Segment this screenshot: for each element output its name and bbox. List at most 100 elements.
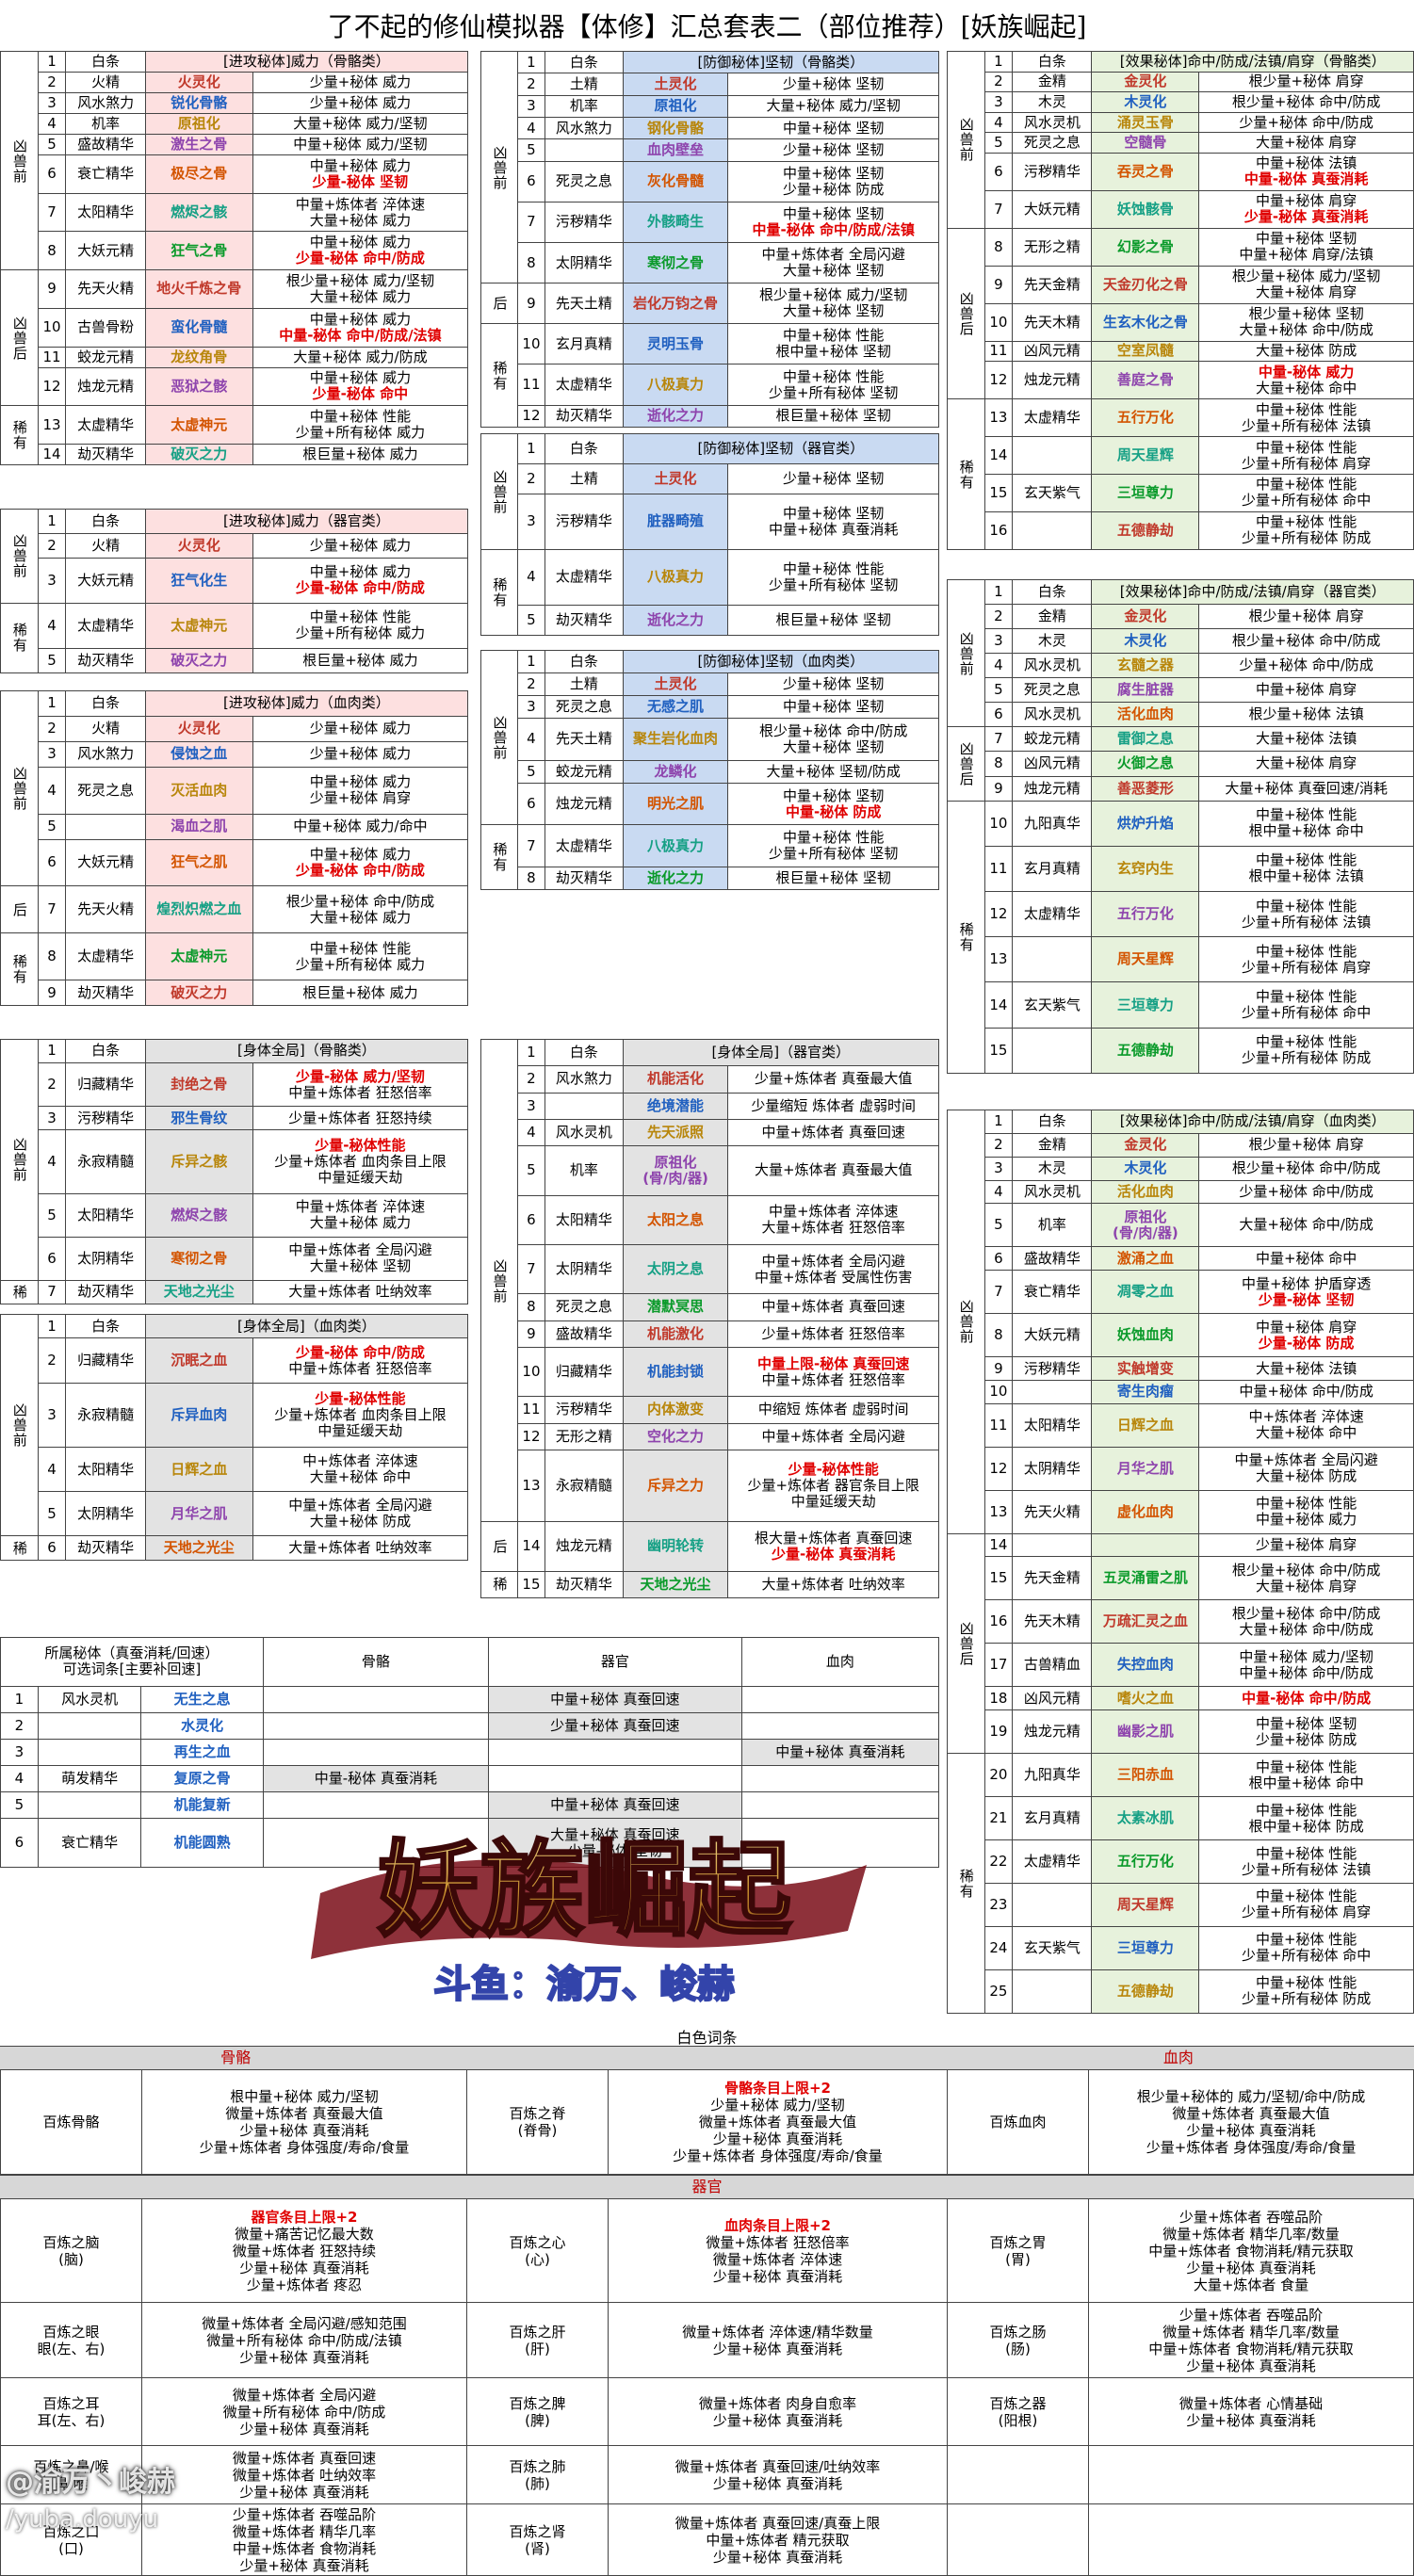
table-row: 6 风水灵机 活化血肉 根少量+秘体 法镇 xyxy=(948,702,1414,728)
table-row: 后 14 烛龙元精 幽明轮转 根大量+炼体者 真蚕回速 少量-秘体 真蚕消耗 xyxy=(480,1521,939,1572)
entry-effect: 少量+秘体 坚韧 xyxy=(727,73,939,96)
item-name: 百炼之脑 (脑) xyxy=(0,2198,142,2303)
entry-name: 太阴之息 xyxy=(622,1243,729,1295)
row-number: 9 xyxy=(983,775,1014,802)
table-blue: 凶兽前 1 白条 [防御秘体]坚韧（骨骼类） 2 土精 土灵化 少量+秘体 坚韧 3 机率 原祖化大… xyxy=(480,50,940,429)
table-blue: 凶兽前 1 白条 [防御秘体]坚韧（血肉类） 2 土精 土灵化 少量+秘体 坚韧 3 死灵之息 无感… xyxy=(480,649,940,891)
group-label: 凶兽前 xyxy=(480,1038,518,1523)
entry-effect: 中量+秘体 性能 少量+所有秘体 防成 xyxy=(1198,1968,1414,2015)
material-name: 先天火精 xyxy=(1012,1489,1093,1534)
material-name: 劫灭精华 xyxy=(544,866,624,891)
table-row: 5 血肉壁垒 少量+秘体 坚韧 xyxy=(481,138,939,162)
material-name: 烛龙元精 xyxy=(1012,1709,1093,1755)
table-row: 3 风水煞力 侵蚀之血 少量+秘体 威力 xyxy=(1,740,469,768)
table-row: 4 萌发精华 复原之骨 中量-秘体 真蚕消耗 xyxy=(0,1764,940,1793)
item-name: 百炼之肠 (肠) xyxy=(947,2302,1089,2378)
material-name: 太虚精华 xyxy=(544,824,624,867)
row-number: 25 xyxy=(983,1968,1014,2015)
entry-name: 五灵涌雷之肌 xyxy=(1091,1556,1200,1601)
row-number: 21 xyxy=(983,1796,1014,1841)
row-number: 2 xyxy=(983,604,1014,630)
table-row: 3 死灵之息 无感之肌 中量+秘体 坚韧 xyxy=(481,695,939,720)
row-number: 8 xyxy=(983,1313,1014,1358)
table-row: 2 归藏精华 沉眠之血 少量-秘体 命中/防成 中量+炼体者 狂怒倍率 xyxy=(1,1337,469,1384)
table-row: 16 先天木精 万疏汇灵之血 根少量+秘体 命中/防成 大量+秘体 命中/防成 xyxy=(948,1599,1414,1644)
entry-effect: 中量+秘体 护盾穿透 少量-秘体 坚韧 xyxy=(1198,1270,1414,1315)
entry-effect: 中量+秘体 命中 xyxy=(1198,1246,1414,1272)
row-number: 14 xyxy=(983,1532,1014,1558)
table-row: 5 渴血之肌 中量+秘体 威力/命中 xyxy=(1,813,469,840)
material-name: 劫灭精华 xyxy=(65,443,146,466)
material-name: 先天金精 xyxy=(1012,1556,1093,1601)
material-name: 太阴精华 xyxy=(65,1236,146,1281)
entry-effect: 中量+秘体 性能 少量+所有秘体 防成 xyxy=(1198,510,1414,551)
table-row: 5 盛故精华 激生之骨 中量+秘体 威力/坚韧 xyxy=(1,134,469,155)
table-row: 后 7 先天火精 煌烈炽燃之血 根少量+秘体 命中/防成 大量+秘体 威力 xyxy=(0,885,469,934)
entry-name: 太虚神元 xyxy=(144,602,253,650)
table-row: 12 烛龙元精 善庭之骨 中量-秘体 威力 大量+秘体 命中 xyxy=(948,361,1414,400)
item-name xyxy=(947,2503,1089,2576)
material-name: 死灵之息 xyxy=(544,695,624,720)
table-row: 2 火精 火灵化 少量+秘体 威力 xyxy=(1,72,469,93)
material-name: 太阴精华 xyxy=(544,1243,624,1295)
material-name: 污秽精华 xyxy=(544,1396,624,1424)
material-name: 白条 xyxy=(65,51,146,73)
row-number: 1 xyxy=(983,1110,1014,1134)
row-number: 4 xyxy=(37,1129,67,1194)
entry-effect: 中量+秘体 肩穿 少量-秘体 真蚕消耗 xyxy=(1198,189,1414,229)
entry-effect: 大量+炼体者 吐纳效率 xyxy=(727,1570,939,1599)
item-effect: 微量+炼体者 全局闪避/感知范围 微量+所有秘体 命中/防成/法镇 少量+秘体 … xyxy=(141,2302,467,2378)
material-name: 风水灵机 xyxy=(544,1118,624,1147)
material-name: 衰亡精华 xyxy=(1012,1270,1093,1315)
table-gray: 凶兽前 1 白条 [身体全局]（器官类） 2 风水煞力 机能活化 少量+炼体者 真蚕最大值 3 绝… xyxy=(480,1038,940,1599)
row-number: 2 xyxy=(37,715,67,742)
entry-name: 龙纹角骨 xyxy=(144,346,253,368)
material-name: 劫灭精华 xyxy=(65,1535,146,1561)
group-label: 稀有 xyxy=(480,824,518,890)
table-row: 3 木灵 木灵化 根少量+秘体 命中/防成 xyxy=(948,1156,1414,1181)
row-number: 3 xyxy=(37,92,67,114)
item-effect: 根中量+秘体 威力/坚韧 微量+炼体者 真蚕最大值 少量+秘体 真蚕消耗 少量+… xyxy=(141,2069,467,2175)
entry-name: 月华之肌 xyxy=(1091,1446,1200,1491)
entry-effect: 根少量+秘体 肩穿 xyxy=(1198,604,1414,630)
entry-effect: 大量+秘体 坚韧/防成 xyxy=(727,759,939,784)
entry-effect: 大量+秘体 威力/防成 xyxy=(252,346,469,368)
row-number: 7 xyxy=(516,824,546,867)
row-number: 8 xyxy=(516,241,546,284)
table-row: 2 归藏精华 封绝之骨 少量-秘体 威力/坚韧 中量+炼体者 狂怒倍率 xyxy=(1,1061,469,1108)
entry-effect: 中量+炼体者 淬体速 大量+秘体 威力 xyxy=(252,1192,469,1238)
row-number: 9 xyxy=(983,265,1014,304)
table-row: 4 太阳精华 日辉之血 中+炼体者 淬体速 大量+秘体 命中 xyxy=(1,1447,469,1493)
entry-effect: 中量+秘体 威力/命中 xyxy=(252,813,469,840)
entry-effect: 中量+秘体 性能 少量+所有秘体 肩穿 xyxy=(1198,1882,1414,1927)
shared-cell: 中量+秘体 真蚕消耗 xyxy=(740,1738,940,1766)
entry-name: 幽明轮转 xyxy=(622,1521,729,1572)
entry-effect: 中量-秘体 威力 大量+秘体 命中 xyxy=(1198,361,1414,400)
material-name: 玄月真精 xyxy=(1012,845,1093,893)
entry-name: 三垣尊力 xyxy=(1091,1925,1200,1970)
table-row: 稀有 10 玄月真精 灵明玉骨 中量+秘体 性能 根中量+秘体 坚韧 xyxy=(480,323,939,428)
table-row: 12 太虚精华 五行万化 中量+秘体 性能 少量+所有秘体 法镇 xyxy=(948,890,1414,938)
table-row: 5 死灵之息 腐生脏器 中量+秘体 肩穿 xyxy=(948,677,1414,704)
material-name: 烛龙元精 xyxy=(544,1521,624,1572)
entry-effect: 根巨量+秘体 威力 xyxy=(252,980,469,1006)
row-number: 1 xyxy=(37,690,67,717)
row-number: 3 xyxy=(983,91,1014,113)
table-row: 后 9 先天土精 岩化万钧之骨 根少量+秘体 威力/坚韧 大量+秘体 坚韧 xyxy=(480,283,939,325)
entry-effect: 中量上限-秘体 真蚕回速 中量+炼体者 狂怒倍率 xyxy=(727,1346,939,1398)
material-name: 白条 xyxy=(544,1038,624,1067)
entry-name: 太虚神元 xyxy=(144,932,253,980)
material-name: 死灵之息 xyxy=(544,1293,624,1321)
table-row: 8 死灵之息 潜默冥思 中量+炼体者 真蚕回速 xyxy=(481,1293,939,1321)
row-number: 10 xyxy=(516,323,546,365)
table-row: 4 机率 原祖化 大量+秘体 威力/坚韧 xyxy=(1,113,469,135)
shared-cell: 衰亡精华 xyxy=(37,1818,142,1868)
row-number: 14 xyxy=(516,1521,546,1572)
table-header-row: 所属秘体（真蚕消耗/回速） 可选词条[主要补回速] 骨骼 器官 血肉 xyxy=(0,1637,940,1687)
table-row: 凶兽前 1 白条 [防御秘体]坚韧（骨骼类） xyxy=(480,50,940,284)
table-row: 稀有 10 九阳真华 烘炉升焰 中量+秘体 性能 根中量+秘体 命中 xyxy=(947,800,1414,1075)
material-name: 风水灵机 xyxy=(1012,702,1093,728)
shared-cell: 风水灵机 xyxy=(37,1685,142,1713)
table-row: 百炼之脑 (脑) 器官条目上限+2 微量+痛苦记忆最大数 微量+炼体者 狂怒持续 … xyxy=(0,2198,1414,2303)
table-row: 12 无形之精 空化之力 中量+炼体者 全局闪避 xyxy=(481,1422,939,1450)
